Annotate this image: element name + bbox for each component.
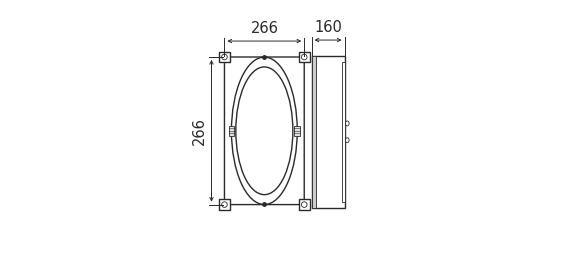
Bar bbox=[311, 56, 345, 207]
Circle shape bbox=[302, 202, 307, 207]
Bar bbox=[229, 126, 234, 135]
Bar bbox=[311, 56, 316, 207]
Circle shape bbox=[222, 202, 227, 207]
Ellipse shape bbox=[231, 57, 297, 205]
Bar bbox=[299, 199, 310, 210]
FancyBboxPatch shape bbox=[224, 57, 304, 205]
Circle shape bbox=[222, 54, 227, 60]
Bar bbox=[342, 62, 345, 202]
Ellipse shape bbox=[346, 138, 349, 143]
Text: 266: 266 bbox=[191, 117, 206, 145]
Bar bbox=[299, 52, 310, 62]
Text: 266: 266 bbox=[251, 21, 278, 36]
Text: 160: 160 bbox=[314, 20, 342, 35]
Ellipse shape bbox=[346, 121, 349, 126]
Circle shape bbox=[302, 54, 307, 60]
Ellipse shape bbox=[236, 67, 293, 195]
Bar bbox=[219, 199, 230, 210]
Bar bbox=[219, 52, 230, 62]
Bar bbox=[295, 126, 300, 135]
